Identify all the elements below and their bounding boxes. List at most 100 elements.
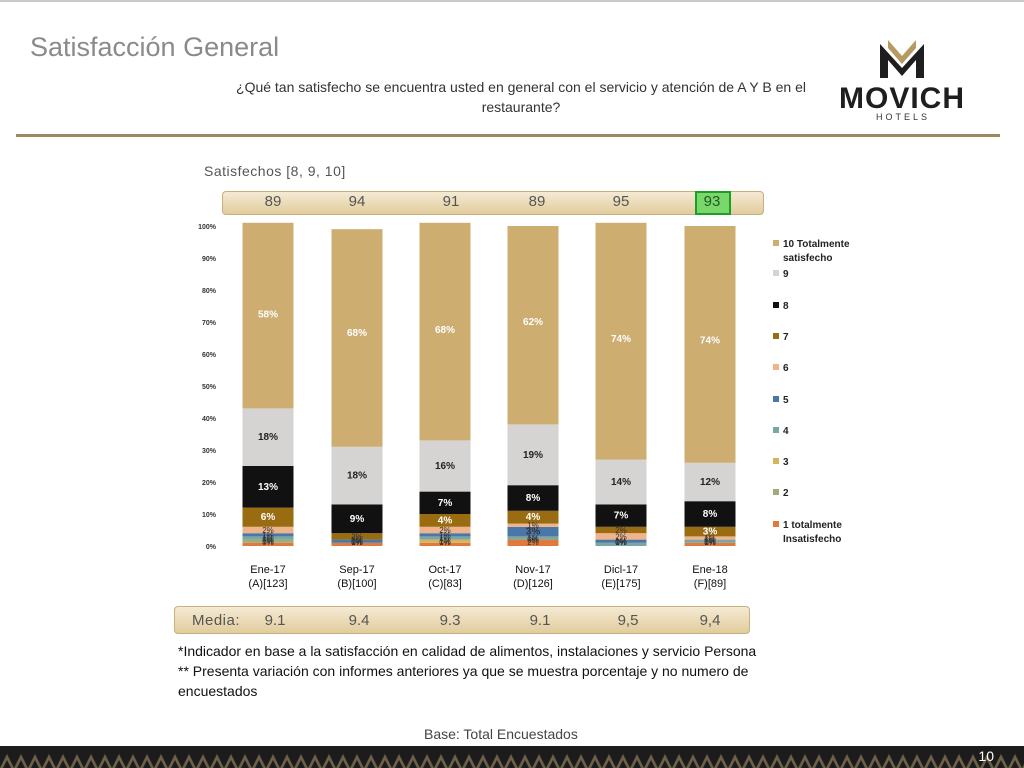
data-label: 3% (703, 527, 718, 538)
bar-segment (684, 542, 736, 546)
data-label: 18% (347, 471, 367, 482)
media-band (174, 606, 750, 634)
data-label-small: 0% (527, 536, 539, 545)
data-label-small: 1% (439, 537, 451, 546)
bar-segment (242, 222, 294, 409)
media-value: 9.1 (264, 612, 286, 629)
bar-segment (507, 485, 559, 511)
legend-swatch (773, 521, 779, 527)
data-label-small: 0% (704, 538, 716, 547)
y-tick-label: 90% (202, 256, 217, 263)
x-tick-label: Sep-17 (339, 564, 374, 576)
footnotes: *Indicador en base a la satisfacción en … (178, 641, 778, 701)
x-tick-sublabel: (F)[89] (694, 578, 726, 590)
satisfied-band (222, 191, 764, 215)
bar-segment (595, 526, 647, 534)
satisfied-value: 93 (703, 193, 721, 210)
bar-segment (507, 536, 559, 540)
bar-segment (419, 539, 471, 543)
bar-segment (507, 510, 559, 524)
satisfied-label: Satisfechos [8, 9, 10] (204, 163, 346, 179)
bar-segment (242, 466, 294, 508)
data-label-small: 1% (439, 538, 451, 547)
bar-segment (331, 504, 383, 534)
satisfied-value: 95 (612, 193, 630, 210)
data-label-small: 0% (527, 536, 539, 545)
x-tick-sublabel: (D)[126] (513, 578, 553, 590)
y-tick-label: 50% (202, 384, 217, 391)
data-label: 3% (526, 527, 541, 538)
data-label-small: 1% (262, 534, 274, 543)
bar-segment (331, 229, 383, 447)
data-label: 8% (526, 493, 541, 504)
data-label-small: 1% (439, 534, 451, 543)
legend-label: 9 (783, 269, 789, 280)
data-label-small: 0% (704, 538, 716, 547)
data-label: 68% (435, 325, 455, 336)
data-label: 7% (614, 511, 629, 522)
data-label-small: 1% (704, 537, 716, 546)
data-label: 6% (261, 512, 276, 523)
legend-label: 5 (783, 395, 789, 406)
legend-label: 7 (783, 332, 789, 343)
data-label: 16% (435, 461, 455, 472)
bar-segment (595, 533, 647, 540)
bar-segment (242, 408, 294, 466)
data-label-small: 0% (615, 538, 627, 547)
bar-segment (419, 536, 471, 540)
legend-label: 8 (783, 301, 789, 312)
logo-brand: MOVICH (839, 82, 965, 115)
data-label-small: 1% (615, 537, 627, 546)
data-label-small: 0% (439, 538, 451, 547)
bar-segment (684, 501, 736, 527)
legend-swatch (773, 302, 779, 308)
bar-segment (684, 539, 736, 543)
bar-segment (507, 226, 559, 425)
x-tick-label: Dicl-17 (604, 564, 638, 576)
legend-swatch (773, 333, 779, 339)
x-tick-label: Ene-18 (692, 564, 727, 576)
media-value: 9,4 (699, 612, 721, 629)
data-label: 4% (526, 512, 541, 523)
data-label-small: 1% (527, 534, 539, 543)
bar-segment (331, 539, 383, 543)
bar-segment (595, 222, 647, 460)
footer-pattern (0, 746, 1024, 768)
x-tick-sublabel: (B)[100] (337, 578, 376, 590)
data-label-small: 0% (351, 538, 363, 547)
data-label-small: 2% (527, 538, 539, 547)
survey-question: ¿Qué tan satisfecho se encuentra usted e… (236, 79, 806, 115)
bar-segment (419, 440, 471, 492)
x-tick-label: Oct-17 (428, 564, 461, 576)
x-tick-sublabel: (C)[83] (428, 578, 462, 590)
bar-segment (331, 446, 383, 505)
x-tick-label: Nov-17 (515, 564, 550, 576)
data-label-small: 2% (262, 526, 274, 535)
legend-label: 10 Totalmente (783, 239, 850, 250)
data-label-small: 0% (704, 536, 716, 545)
data-label-small: 1% (527, 521, 539, 530)
data-label-small: 2% (351, 532, 363, 541)
page-number: 10 (978, 748, 994, 764)
legend-swatch (773, 427, 779, 433)
data-label: 14% (611, 477, 631, 488)
bar-segment (242, 533, 294, 537)
data-label: 13% (258, 482, 278, 493)
logo-sub: HOTELS (875, 112, 930, 122)
x-tick-sublabel: (A)[123] (248, 578, 287, 590)
legend-label: 3 (783, 457, 789, 468)
legend-swatch (773, 240, 779, 246)
y-tick-label: 10% (202, 512, 217, 519)
stacked-bar-chart: 0%10%20%30%40%50%60%70%80%90%100%6%13%18… (198, 222, 850, 590)
bar-segment (595, 504, 647, 527)
legend-swatch (773, 270, 779, 276)
bar-segment (419, 514, 471, 527)
data-label: 74% (700, 336, 720, 347)
data-label: 12% (700, 477, 720, 488)
legend-label-line2: Insatisfecho (783, 534, 841, 545)
data-label-small: 0% (262, 536, 274, 545)
satisfied-value: 94 (348, 193, 366, 210)
x-tick-sublabel: (E)[175] (601, 578, 640, 590)
legend-swatch (773, 364, 779, 370)
y-tick-label: 100% (198, 224, 217, 231)
